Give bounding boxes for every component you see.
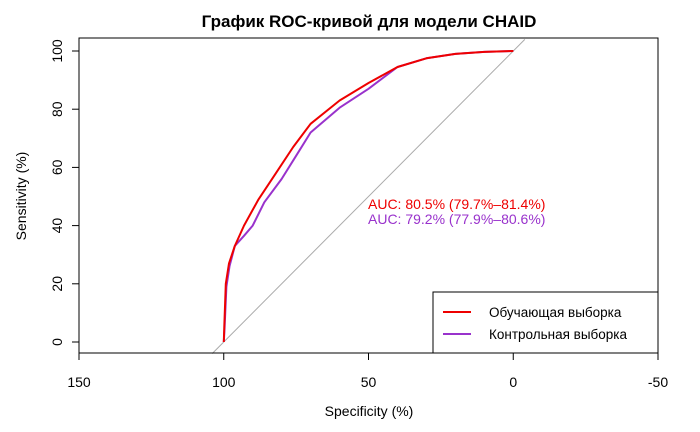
reference-diagonal-line xyxy=(211,39,526,354)
y-tick-label: 100 xyxy=(49,39,65,63)
legend-label-control: Контрольная выборка xyxy=(489,327,627,342)
y-tick-label: 0 xyxy=(49,338,65,346)
y-axis-label: Sensitivity (%) xyxy=(13,152,29,241)
auc-annotation-training: AUC: 80.5% (79.7%–81.4%) xyxy=(368,196,545,212)
auc-annotation-control: AUC: 79.2% (77.9%–80.6%) xyxy=(368,211,545,227)
legend: Обучающая выборка Контрольная выборка xyxy=(432,291,659,354)
x-tick-label: 50 xyxy=(361,374,377,390)
x-tick-label: 150 xyxy=(67,374,91,390)
series-group xyxy=(222,50,514,343)
x-axis: 150 100 50 0 -50 xyxy=(67,352,668,390)
x-tick-label: 100 xyxy=(212,374,236,390)
y-tick-label: 40 xyxy=(49,218,65,234)
y-tick-label: 20 xyxy=(49,276,65,292)
legend-box xyxy=(432,291,659,354)
x-tick-label: 0 xyxy=(509,374,517,390)
y-tick-label: 60 xyxy=(49,159,65,175)
y-tick-label: 80 xyxy=(49,101,65,117)
x-tick-label: -50 xyxy=(648,374,668,390)
y-axis: 0 20 40 60 80 100 xyxy=(49,39,80,346)
chart-title: График ROC-кривой для модели CHAID xyxy=(202,12,537,31)
legend-label-training: Обучающая выборка xyxy=(489,305,622,320)
series-line-training xyxy=(222,50,514,343)
x-axis-label: Specificity (%) xyxy=(325,403,414,419)
